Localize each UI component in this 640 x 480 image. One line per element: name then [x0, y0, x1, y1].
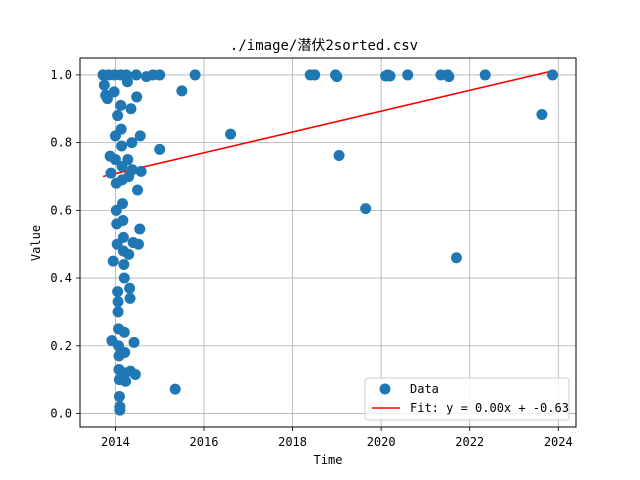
x-tick-label: 2018 — [278, 435, 307, 449]
data-point — [189, 69, 201, 81]
x-tick-label: 2024 — [544, 435, 573, 449]
data-point — [118, 326, 130, 338]
data-point — [132, 238, 144, 250]
data-point — [115, 123, 127, 135]
data-point — [112, 110, 124, 122]
data-point — [112, 306, 124, 318]
legend: Data Fit: y = 0.00x + -0.63 — [364, 377, 570, 421]
data-point — [121, 76, 133, 88]
data-point — [126, 164, 138, 176]
data-point — [360, 203, 372, 215]
x-tick-label: 2020 — [367, 435, 396, 449]
data-point — [108, 86, 120, 98]
data-point — [122, 154, 134, 166]
data-point — [107, 255, 119, 267]
data-point — [384, 70, 396, 82]
y-tick-label: 0.2 — [50, 339, 72, 353]
data-point — [135, 165, 147, 177]
data-point — [129, 369, 141, 381]
legend-label-data: Data — [410, 382, 439, 396]
data-point — [116, 140, 128, 152]
data-point — [120, 375, 132, 387]
data-point — [119, 347, 131, 359]
data-point — [402, 69, 414, 81]
data-point — [134, 130, 146, 142]
data-point — [536, 109, 548, 121]
fit-line — [102, 70, 553, 178]
data-point — [128, 336, 140, 348]
x-tick-label: 2022 — [455, 435, 484, 449]
data-point — [123, 248, 135, 260]
legend-label-fit: Fit: y = 0.00x + -0.63 — [410, 401, 569, 415]
data-points — [97, 69, 559, 416]
legend-marker-data — [379, 383, 391, 395]
data-point — [115, 99, 127, 111]
data-point — [126, 137, 138, 149]
data-point — [450, 252, 462, 264]
data-point — [117, 231, 129, 243]
data-point — [124, 282, 136, 294]
data-point — [98, 79, 110, 91]
data-point — [125, 103, 137, 115]
data-point — [443, 71, 455, 83]
data-point — [114, 404, 126, 416]
legend-frame — [364, 377, 570, 421]
y-tick-label: 1.0 — [50, 68, 72, 82]
fit-line-group — [102, 70, 553, 178]
data-point — [131, 91, 143, 103]
data-point — [118, 259, 130, 271]
data-point — [124, 292, 136, 304]
data-point — [333, 149, 345, 161]
x-tick-label: 2016 — [190, 435, 219, 449]
y-axis-label: Value — [29, 225, 43, 261]
data-point — [169, 383, 181, 395]
plot-area — [80, 58, 576, 427]
x-tick-label: 2014 — [101, 435, 130, 449]
data-point — [109, 154, 121, 166]
data-point — [118, 272, 130, 284]
y-tick-label: 0.4 — [50, 271, 72, 285]
grid-lines — [80, 58, 576, 427]
x-axis-label: Time — [314, 453, 343, 467]
data-point — [132, 184, 144, 196]
data-point — [113, 391, 125, 403]
chart-title: ./image/潜伏2sorted.csv — [230, 38, 418, 54]
data-point — [112, 286, 124, 298]
data-point — [479, 69, 491, 81]
data-point — [309, 69, 321, 81]
data-point — [225, 128, 237, 140]
data-point — [101, 93, 113, 105]
data-point — [105, 167, 117, 179]
data-point — [117, 198, 129, 210]
data-point — [331, 71, 343, 83]
data-point — [154, 69, 166, 81]
data-point — [176, 85, 188, 97]
data-point — [154, 143, 166, 155]
axis-ticks: 2014 2016 2018 2020 2022 2024 0.0 0.2 0.4 0.6 0.8 1… — [50, 68, 572, 449]
data-point — [117, 214, 129, 226]
y-tick-label: 0.6 — [50, 203, 72, 217]
data-point — [112, 296, 124, 308]
y-tick-label: 0.0 — [50, 406, 72, 420]
data-point — [547, 69, 559, 81]
data-point — [130, 69, 142, 81]
data-point — [134, 223, 146, 235]
plot-frame — [79, 57, 577, 428]
y-tick-label: 0.8 — [50, 136, 72, 150]
